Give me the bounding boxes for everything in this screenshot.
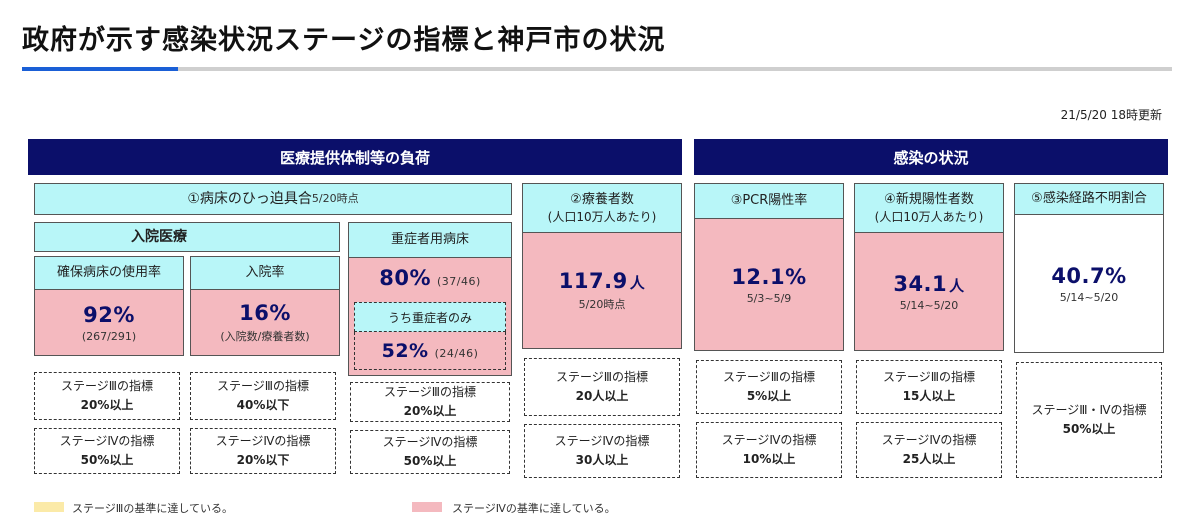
inpatient-header: 入院医療 (34, 222, 340, 252)
severe-stage4-criteria: ステージⅣの指標 50%以上 (350, 430, 510, 474)
usage-stage3-criteria: ステージⅢの指標 20%以上 (34, 372, 180, 420)
new-cases-value: 34.1 (893, 271, 948, 296)
recuperating-value-box: 117.9 人 5/20時点 (522, 233, 682, 349)
pcr-value: 12.1% (731, 264, 807, 289)
recuperating-label-2: (人口10万人あたり) (547, 209, 657, 224)
admission-rate-sub: (入院数/療養者数) (220, 330, 310, 343)
pcr-value-box: 12.1% 5/3~5/9 (694, 219, 844, 351)
stage4-value: 30人以上 (575, 453, 629, 467)
new-cases-unit: 人 (949, 276, 965, 295)
stage3-label: ステージⅢの指標 (216, 378, 310, 393)
title-underline (22, 67, 1172, 71)
severe-stage3-criteria: ステージⅢの指標 20%以上 (350, 382, 510, 422)
stage4-value: 50%以上 (403, 454, 457, 468)
stage3-value: 20人以上 (575, 389, 629, 403)
stage4-value: 10%以上 (742, 452, 796, 466)
beds-header-date: 5/20時点 (311, 191, 359, 205)
cases-stage4-criteria: ステージⅣの指標 25人以上 (856, 422, 1002, 478)
new-cases-label-2: (人口10万人あたり) (874, 209, 984, 224)
bed-usage-value: 92% (83, 302, 135, 327)
stage4-value: 50%以上 (80, 453, 134, 467)
stage3-label: ステージⅢの指標 (882, 369, 976, 384)
legend-stage4-swatch (412, 502, 442, 512)
severe-only-value: 52% (381, 339, 429, 362)
recuperating-date: 5/20時点 (578, 298, 626, 311)
unknown-route-value: 40.7% (1051, 263, 1127, 288)
stage4-label: ステージⅣの指標 (881, 432, 977, 447)
stage34-label: ステージⅢ・Ⅳの指標 (1031, 402, 1147, 417)
severe-only-label: うち重症者のみ (354, 302, 506, 332)
bed-usage-value-box: 92% (267/291) (34, 290, 184, 356)
severe-beds-value-line: 80% (37/46) (379, 266, 481, 290)
severe-beds-sub: (37/46) (436, 275, 481, 288)
stage34-value: 50%以上 (1062, 422, 1116, 436)
stage3-value: 20%以上 (80, 398, 134, 412)
section-header-infection: 感染の状況 (694, 139, 1168, 175)
stage3-label: ステージⅢの指標 (383, 384, 477, 399)
recup-stage3-criteria: ステージⅢの指標 20人以上 (524, 358, 680, 416)
recuperating-label: ②療養者数 (人口10万人あたり) (522, 183, 682, 233)
recuperating-unit: 人 (629, 274, 646, 292)
rate-stage4-criteria: ステージⅣの指標 20%以下 (190, 428, 336, 474)
pcr-stage4-criteria: ステージⅣの指標 10%以上 (696, 422, 842, 478)
stage4-label: ステージⅣの指標 (554, 433, 650, 448)
stage4-label: ステージⅣの指標 (59, 433, 155, 448)
unknown-route-date: 5/14~5/20 (1059, 290, 1119, 304)
severe-only-value-line: 52% (24/46) (382, 340, 479, 362)
bed-usage-label: 確保病床の使用率 (34, 256, 184, 290)
beds-header: ①病床のひっ迫具合 5/20時点 (34, 183, 512, 215)
recuperating-value: 117.9 (558, 269, 628, 293)
section-header-medical: 医療提供体制等の負荷 (28, 139, 682, 175)
recup-stage4-criteria: ステージⅣの指標 30人以上 (524, 424, 680, 478)
stage3-value: 5%以上 (746, 389, 792, 403)
admission-rate-value: 16% (239, 301, 291, 325)
stage4-label: ステージⅣの指標 (215, 433, 311, 448)
unknown-route-value-box: 40.7% 5/14~5/20 (1014, 215, 1164, 353)
stage3-label: ステージⅢの指標 (555, 369, 649, 384)
stage3-label: ステージⅢの指標 (722, 369, 816, 384)
severe-beds-value: 80% (379, 266, 431, 290)
severe-only-sub: (24/46) (434, 346, 479, 360)
new-cases-date: 5/14~5/20 (899, 298, 959, 312)
route-stage34-criteria: ステージⅢ・Ⅳの指標 50%以上 (1016, 362, 1162, 478)
updated-timestamp: 21/5/20 18時更新 (1060, 108, 1162, 122)
usage-stage4-criteria: ステージⅣの指標 50%以上 (34, 428, 180, 474)
recuperating-label-1: ②療養者数 (570, 192, 634, 208)
stage4-value: 25人以上 (902, 452, 956, 466)
title-underline-accent (22, 67, 178, 71)
beds-header-label: ①病床のひっ迫具合 (187, 190, 312, 207)
pcr-label: ③PCR陽性率 (694, 183, 844, 219)
new-cases-label: ④新規陽性者数 (人口10万人あたり) (854, 183, 1004, 233)
new-cases-value-box: 34.1 人 5/14~5/20 (854, 233, 1004, 351)
stage3-value: 20%以上 (403, 404, 457, 418)
severe-only-value-box: 52% (24/46) (354, 332, 506, 370)
rate-stage3-criteria: ステージⅢの指標 40%以下 (190, 372, 336, 420)
cases-stage3-criteria: ステージⅢの指標 15人以上 (856, 360, 1002, 414)
new-cases-label-1: ④新規陽性者数 (884, 192, 974, 208)
stage4-label: ステージⅣの指標 (721, 432, 817, 447)
pcr-stage3-criteria: ステージⅢの指標 5%以上 (696, 360, 842, 414)
stage3-label: ステージⅢの指標 (60, 378, 154, 393)
unknown-route-label: ⑤感染経路不明割合 (1014, 183, 1164, 215)
stage3-value: 15人以上 (902, 389, 956, 403)
legend-stage3-text: ステージⅢの基準に達している。 (72, 502, 234, 515)
legend-stage3-swatch (34, 502, 64, 512)
bed-usage-sub: (267/291) (81, 329, 137, 343)
pcr-date: 5/3~5/9 (746, 291, 792, 305)
stage4-value: 20%以下 (236, 453, 290, 467)
legend-stage4-text: ステージⅣの基準に達している。 (452, 502, 616, 515)
admission-rate-value-box: 16% (入院数/療養者数) (190, 290, 340, 356)
severe-beds-label: 重症者用病床 (348, 222, 512, 258)
stage3-value: 40%以下 (236, 398, 290, 412)
stage4-label: ステージⅣの指標 (382, 434, 478, 449)
page-title: 政府が示す感染状況ステージの指標と神戸市の状況 (22, 25, 666, 56)
admission-rate-label: 入院率 (190, 256, 340, 290)
